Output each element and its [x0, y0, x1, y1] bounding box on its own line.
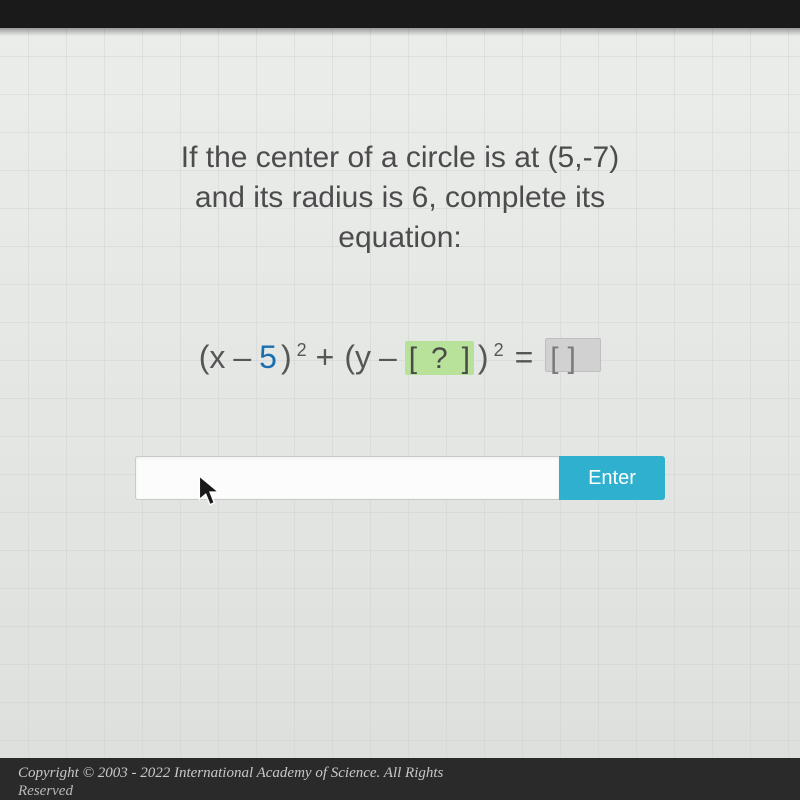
- green-question-mark: ?: [426, 344, 453, 374]
- eq-sup-1: 2: [297, 340, 307, 361]
- eq-sup-2: 2: [494, 340, 504, 361]
- question-line-1: If the center of a circle is at (5,-7): [181, 141, 620, 174]
- question-text: If the center of a circle is at (5,-7) a…: [181, 138, 620, 258]
- footer: Copyright © 2003 - 2022 International Ac…: [0, 758, 800, 800]
- gray-right-bracket: ]: [568, 344, 576, 374]
- footer-line-2: Reserved: [18, 782, 782, 800]
- eq-minus-2: –: [375, 339, 401, 376]
- eq-plus: +: [310, 339, 341, 376]
- question-line-2: and its radius is 6, complete its: [195, 181, 605, 214]
- eq-close1: ): [281, 339, 292, 376]
- eq-equals: =: [507, 339, 542, 376]
- answer-input[interactable]: [135, 456, 559, 500]
- footer-line-1: Copyright © 2003 - 2022 International Ac…: [18, 764, 782, 782]
- answer-bar: Enter: [135, 456, 665, 500]
- enter-button[interactable]: Enter: [559, 456, 665, 500]
- content-area: If the center of a circle is at (5,-7) a…: [0, 28, 800, 758]
- eq-open1: (x: [199, 339, 226, 376]
- gray-blank[interactable]: [ ]: [545, 338, 601, 372]
- eq-open2: (y: [344, 339, 371, 376]
- enter-button-label: Enter: [588, 467, 636, 490]
- gray-left-bracket: [: [550, 344, 558, 374]
- window-top-bar: [0, 0, 800, 28]
- eq-minus-1: –: [229, 339, 255, 376]
- green-left-bracket: [: [409, 344, 417, 374]
- equation: (x – 5 )2 + (y – [ ? ] )2 = [ ]: [199, 338, 602, 376]
- question-line-3: equation:: [338, 221, 461, 254]
- green-right-bracket: ]: [462, 344, 470, 374]
- green-blank[interactable]: [ ? ]: [405, 341, 474, 375]
- eq-close2: ): [478, 339, 489, 376]
- eq-five: 5: [259, 339, 277, 376]
